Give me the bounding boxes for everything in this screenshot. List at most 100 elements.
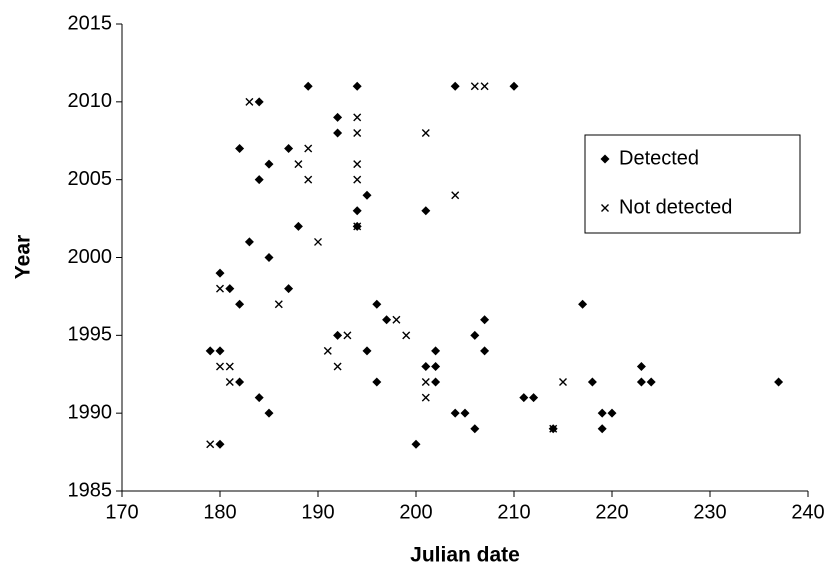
point bbox=[480, 315, 490, 325]
point bbox=[519, 393, 529, 403]
point bbox=[244, 237, 254, 247]
point bbox=[636, 361, 646, 371]
point bbox=[636, 377, 646, 387]
point bbox=[216, 284, 224, 293]
point bbox=[460, 408, 470, 418]
point bbox=[264, 253, 274, 262]
point bbox=[450, 81, 460, 91]
point bbox=[480, 346, 490, 356]
point bbox=[382, 315, 392, 325]
point bbox=[431, 346, 441, 356]
x-tick-label: 240 bbox=[791, 501, 824, 523]
point bbox=[303, 81, 313, 91]
point bbox=[264, 159, 274, 169]
point bbox=[421, 393, 430, 402]
point bbox=[470, 330, 480, 340]
point bbox=[421, 361, 431, 371]
point bbox=[215, 439, 225, 449]
x-tick-label: 190 bbox=[301, 501, 334, 523]
x-axis-label: Julian date bbox=[410, 544, 520, 567]
point bbox=[362, 346, 372, 356]
point bbox=[509, 81, 519, 91]
y-tick-label: 2000 bbox=[68, 246, 113, 268]
point bbox=[421, 128, 430, 137]
point bbox=[225, 284, 235, 294]
point bbox=[372, 377, 382, 387]
point bbox=[352, 81, 362, 91]
legend: Detected Not detected bbox=[584, 134, 801, 234]
point bbox=[421, 378, 430, 387]
point bbox=[587, 377, 597, 387]
point bbox=[205, 346, 215, 356]
point bbox=[215, 268, 225, 278]
point bbox=[254, 175, 264, 185]
point bbox=[353, 128, 362, 137]
point bbox=[304, 144, 313, 153]
point bbox=[225, 378, 234, 387]
y-tick-label: 1985 bbox=[68, 479, 113, 501]
x-tick-label: 210 bbox=[497, 501, 530, 523]
point bbox=[451, 191, 460, 200]
point bbox=[646, 377, 656, 387]
y-axis-label: Year bbox=[12, 235, 35, 279]
point bbox=[235, 144, 245, 154]
point bbox=[352, 206, 362, 216]
point bbox=[304, 175, 313, 184]
point bbox=[392, 315, 401, 324]
point bbox=[293, 221, 303, 231]
point bbox=[431, 361, 441, 371]
legend-box bbox=[584, 134, 801, 234]
point bbox=[343, 331, 352, 340]
point bbox=[774, 377, 784, 387]
y-tick-label: 1995 bbox=[68, 324, 113, 346]
point bbox=[216, 362, 224, 371]
legend-label: Not detected bbox=[619, 196, 732, 218]
x-tick-label: 180 bbox=[203, 501, 236, 523]
x-tick-label: 170 bbox=[105, 501, 138, 523]
point bbox=[264, 408, 274, 418]
point bbox=[314, 237, 322, 246]
point bbox=[597, 408, 607, 418]
point bbox=[323, 346, 332, 355]
point bbox=[559, 378, 567, 387]
point bbox=[294, 160, 303, 169]
point bbox=[450, 408, 460, 418]
y-tick-label: 2015 bbox=[68, 12, 113, 34]
point bbox=[254, 97, 264, 107]
point bbox=[372, 299, 382, 309]
x-tick-label: 230 bbox=[693, 501, 726, 523]
y-tick-label: 2005 bbox=[68, 168, 113, 190]
legend-marker bbox=[600, 154, 610, 164]
point bbox=[353, 222, 362, 231]
point bbox=[254, 393, 264, 403]
legend-item: Detected bbox=[600, 147, 699, 169]
point bbox=[353, 113, 362, 122]
point bbox=[333, 112, 343, 122]
point bbox=[333, 362, 342, 371]
point bbox=[333, 128, 343, 138]
point bbox=[470, 424, 480, 434]
point bbox=[578, 299, 588, 309]
legend-marker bbox=[601, 204, 609, 212]
point bbox=[284, 284, 294, 294]
y-tick-label: 2010 bbox=[68, 90, 113, 112]
x-tick-label: 220 bbox=[595, 501, 628, 523]
legend-item: Not detected bbox=[601, 196, 732, 218]
point bbox=[235, 299, 245, 309]
point bbox=[284, 144, 294, 154]
point bbox=[431, 377, 441, 387]
legend-label: Detected bbox=[619, 147, 699, 169]
point bbox=[245, 97, 254, 106]
point bbox=[549, 424, 558, 433]
x-tick-label: 200 bbox=[399, 501, 432, 523]
point bbox=[597, 424, 607, 434]
point bbox=[402, 331, 411, 340]
point bbox=[215, 346, 225, 356]
point bbox=[333, 330, 343, 340]
point bbox=[274, 300, 283, 309]
point bbox=[206, 440, 215, 449]
y-tick-label: 1990 bbox=[68, 401, 113, 423]
point bbox=[362, 190, 372, 200]
point bbox=[421, 206, 431, 216]
